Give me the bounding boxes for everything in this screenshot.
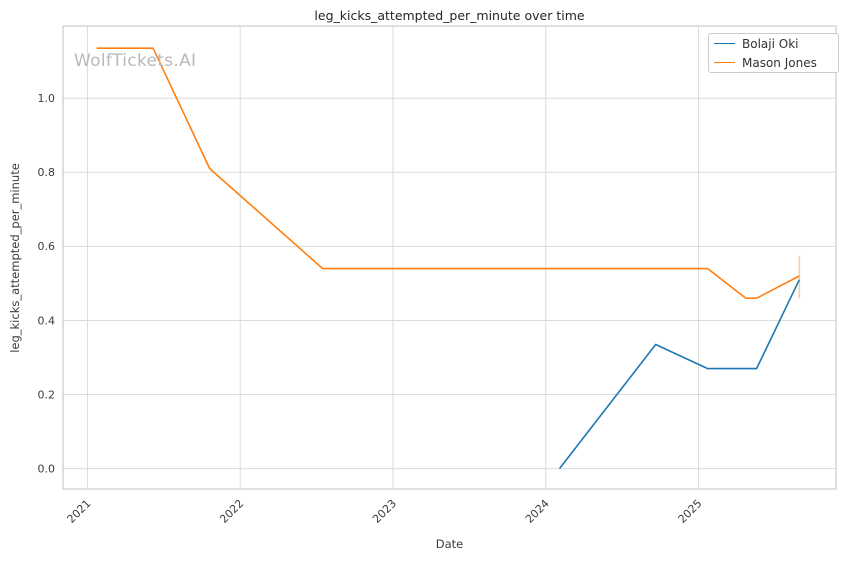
x-tick-label: 2024 <box>523 497 552 526</box>
y-tick-label: 0.2 <box>38 388 56 401</box>
y-axis-label: leg_kicks_attempted_per_minute <box>8 163 22 353</box>
legend-item-mason-jones: Mason Jones <box>714 53 838 72</box>
y-tick-label: 0.8 <box>38 166 56 179</box>
y-tick-label: 0.6 <box>38 240 56 253</box>
plot-frame <box>62 25 837 490</box>
y-tick-label: 0.0 <box>38 462 56 475</box>
legend-line-swatch <box>714 43 735 44</box>
x-tick-label: 2021 <box>65 497 94 526</box>
chart-title: leg_kicks_attempted_per_minute over time <box>314 8 585 23</box>
watermark: WolfTickets.AI <box>74 51 197 71</box>
legend: Bolaji Oki Mason Jones <box>708 33 839 73</box>
y-tick-label: 1.0 <box>38 92 56 105</box>
series-line-0 <box>558 279 801 470</box>
series-line-1 <box>96 47 800 300</box>
x-tick-label: 2023 <box>370 497 399 526</box>
legend-label: Mason Jones <box>742 55 817 70</box>
x-axis-label: Date <box>435 537 464 551</box>
legend-line-swatch <box>714 62 735 63</box>
x-tick-label: 2022 <box>217 497 246 526</box>
legend-label: Bolaji Oki <box>742 36 799 51</box>
y-tick-label: 0.4 <box>38 314 56 327</box>
x-tick-label: 2025 <box>676 497 705 526</box>
legend-item-bolaji-oki: Bolaji Oki <box>714 34 838 53</box>
